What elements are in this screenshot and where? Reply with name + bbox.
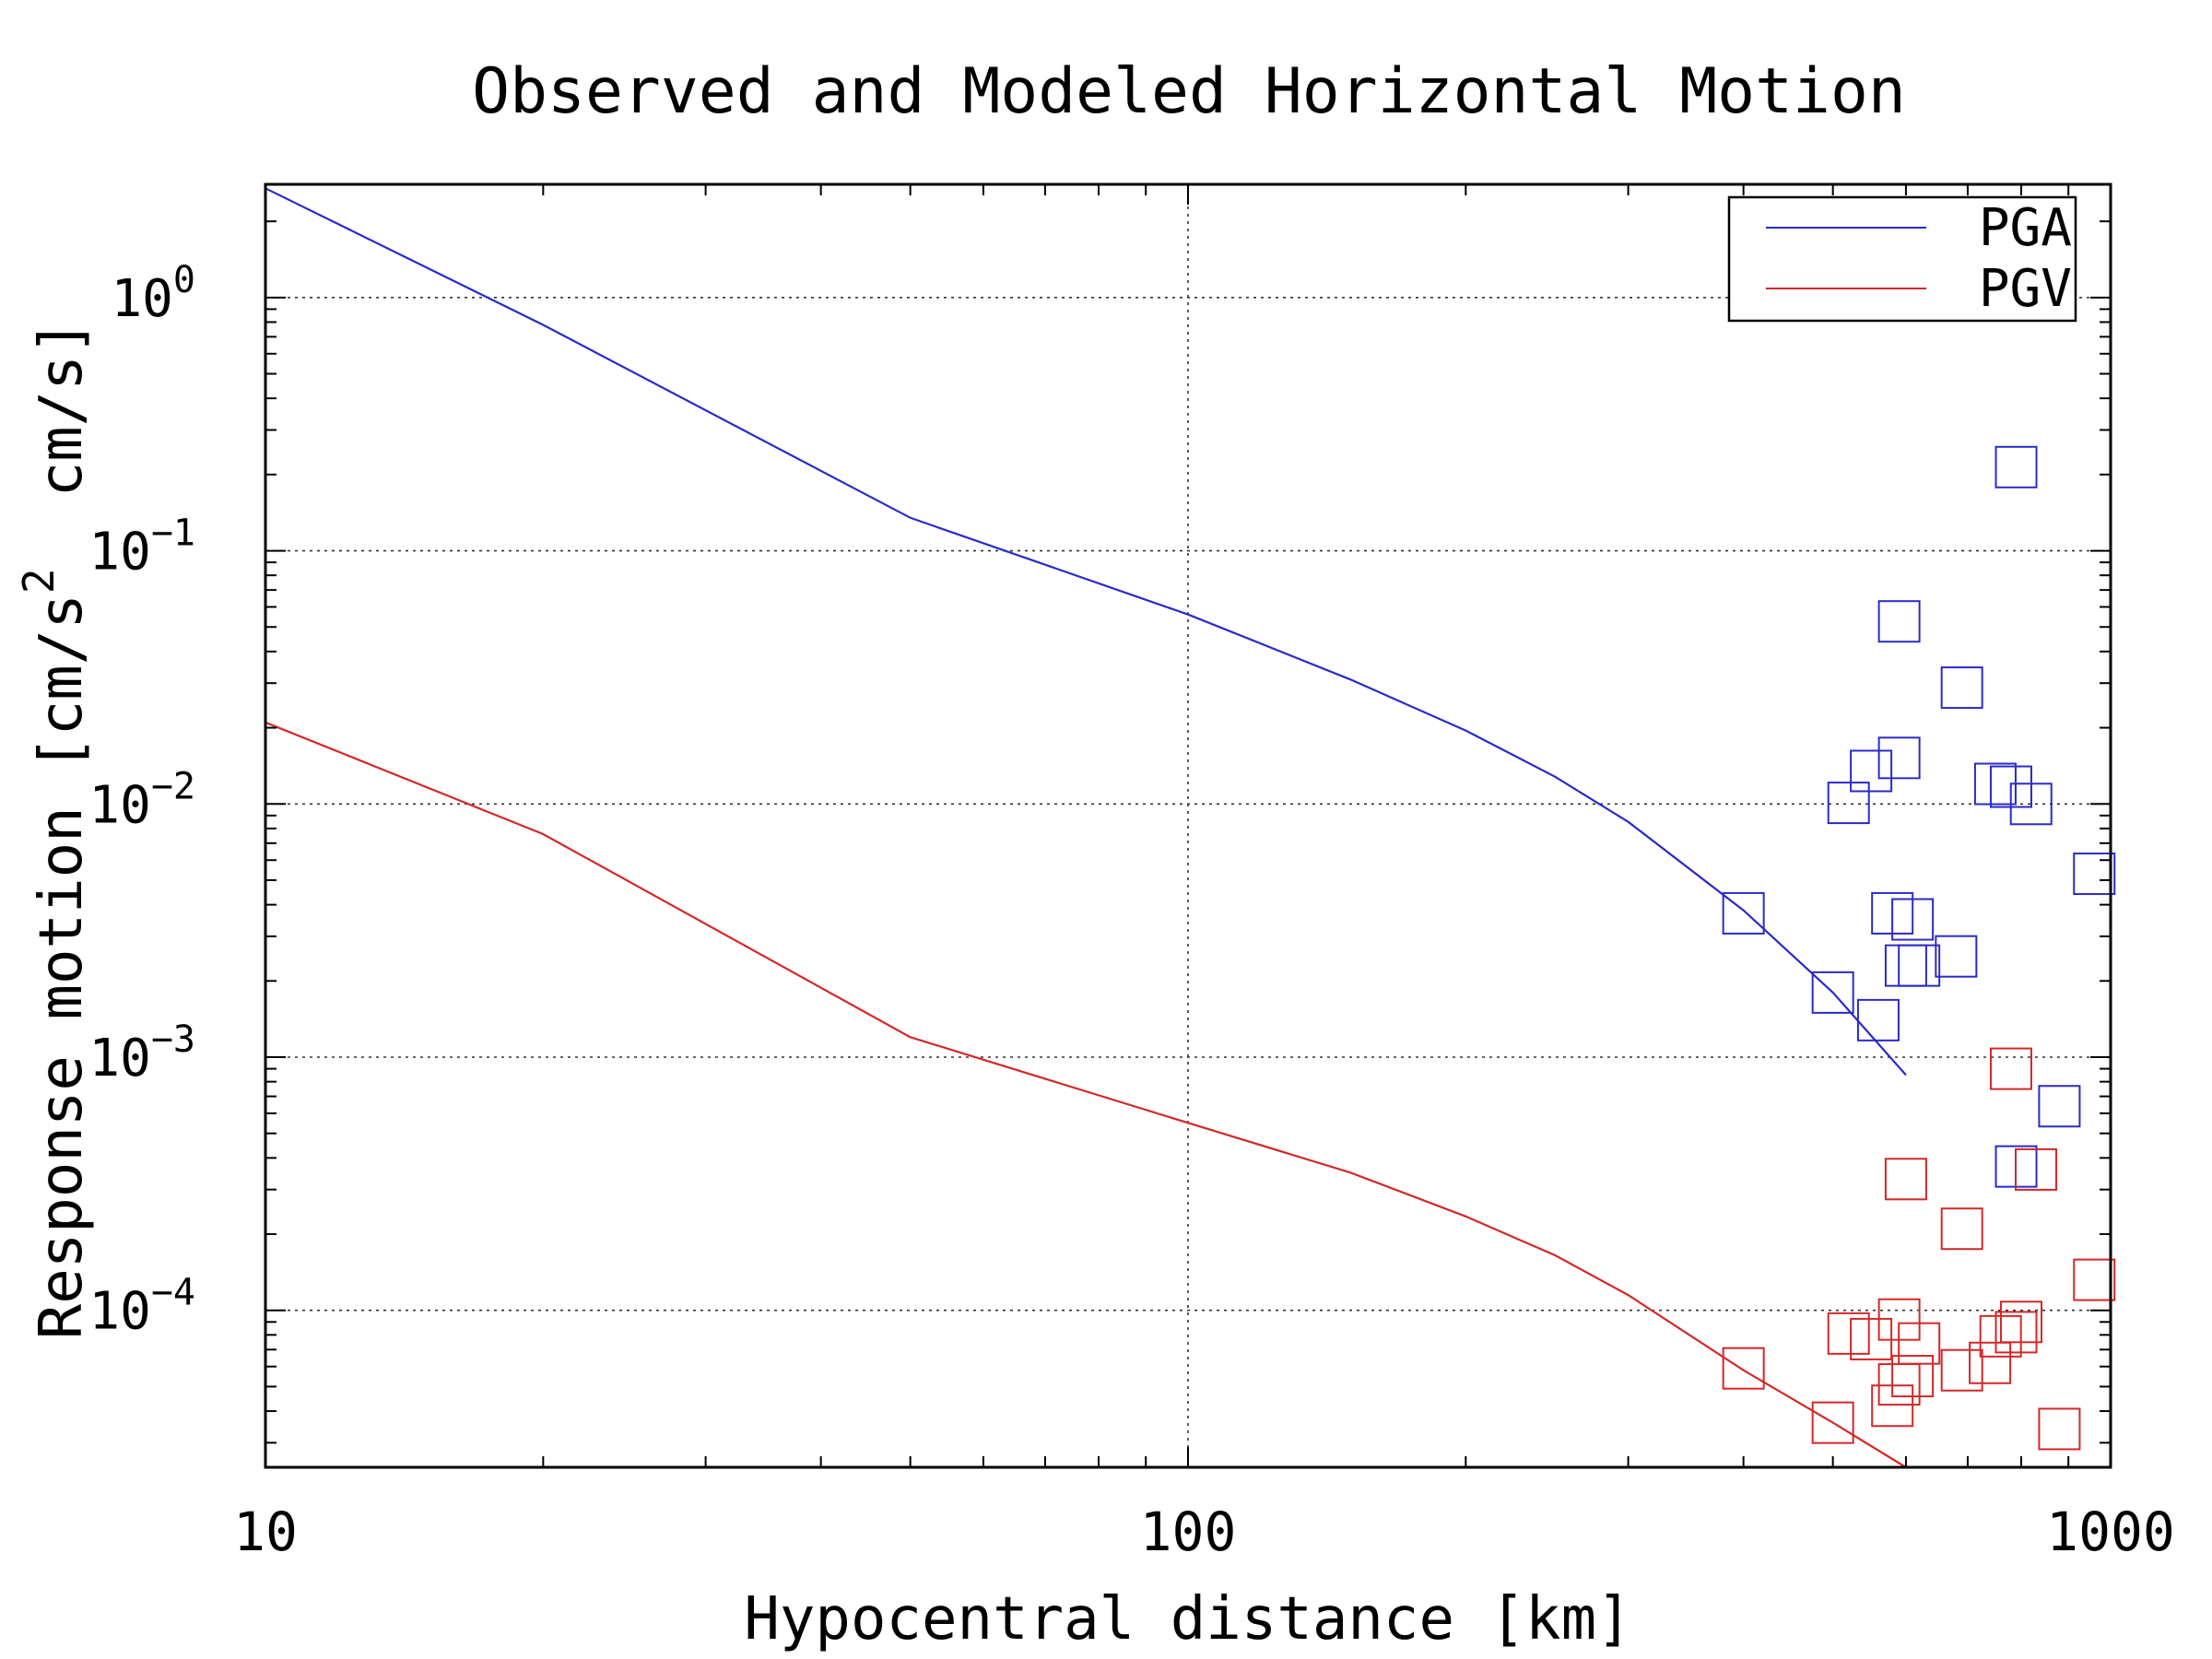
x-tick-label: 1000 — [2046, 1500, 2175, 1563]
pga-observed-point — [2038, 1085, 2081, 1128]
pga-observed-point — [1850, 749, 1893, 793]
pgv-observed-point — [1940, 1207, 1983, 1251]
pgv-observed-point — [1989, 1047, 2032, 1090]
pgv-observed-point — [1722, 1347, 1765, 1390]
pga-observed-point — [1856, 998, 1900, 1041]
pga-observed-point — [1994, 445, 2038, 488]
chart-title: Observed and Modeled Horizontal Motion — [472, 55, 1906, 128]
y-axis-label-rest: cm/s] — [28, 320, 96, 569]
y-axis-label-exponent: 2 — [14, 568, 64, 594]
pgv-model-line — [265, 721, 1907, 1468]
y-tick-label: 100 — [111, 259, 195, 329]
pga-observed-point — [1884, 944, 1927, 987]
pga-observed-point — [1811, 971, 1854, 1014]
series-layer — [265, 187, 2116, 1468]
pga-model-line — [265, 187, 1907, 1077]
pgv-observed-point — [1891, 1355, 1935, 1398]
legend-pgv-label: PGV — [1979, 259, 2072, 319]
x-axis-label: Hypocentral distance [km] — [744, 1585, 1631, 1653]
pga-observed-point — [1827, 782, 1870, 825]
pga-observed-point — [1940, 666, 1983, 710]
pga-observed-point — [1898, 944, 1941, 987]
y-tick-label: 10−4 — [88, 1272, 195, 1342]
x-tick-labels: 10 100 1000 — [233, 1500, 2175, 1563]
pgv-observed-point — [2014, 1147, 2057, 1191]
pga-observed-point — [1877, 600, 1921, 643]
y-tick-label: 10−3 — [88, 1018, 195, 1088]
pga-observed-point — [1935, 935, 1978, 978]
x-tick-label: 100 — [1140, 1500, 1237, 1563]
pgv-observed-point — [2038, 1407, 2081, 1451]
pga-observed-point — [2009, 782, 2053, 826]
pgv-observed-point — [1940, 1348, 1983, 1392]
y-axis-label: Response motion [cm/s2 cm/s] — [14, 320, 96, 1340]
legend-pga-label: PGA — [1979, 198, 2072, 258]
legend-box — [1727, 195, 2077, 323]
y-tick-labels: 100 10−1 10−2 10−3 10−4 — [88, 259, 195, 1342]
pga-observed-point — [2073, 853, 2116, 896]
x-tick-label: 10 — [233, 1500, 298, 1563]
grid-layer — [265, 184, 2111, 1467]
pgv-observed-point — [1827, 1312, 1870, 1355]
pgv-observed-point — [1999, 1300, 2042, 1344]
legend: PGA PGV — [1727, 195, 2077, 323]
pgv-observed-point — [1969, 1341, 2012, 1384]
y-tick-label: 10−2 — [88, 765, 195, 835]
pgv-observed-point — [1898, 1322, 1941, 1365]
pga-observed-point — [1722, 891, 1765, 935]
pgv-observed-point — [1994, 1311, 2038, 1354]
pga-observed-point — [1973, 762, 2017, 806]
pgv-observed-point — [1884, 1158, 1927, 1201]
tick-layer — [265, 184, 2112, 1467]
pgv-observed-point — [1811, 1401, 1854, 1444]
y-axis-label-main: Response motion [cm/s — [28, 594, 96, 1339]
pga-observed-point — [1877, 736, 1921, 780]
pgv-observed-point — [2073, 1258, 2116, 1301]
pga-observed-point — [1891, 898, 1935, 941]
y-tick-label: 10−1 — [88, 512, 195, 582]
